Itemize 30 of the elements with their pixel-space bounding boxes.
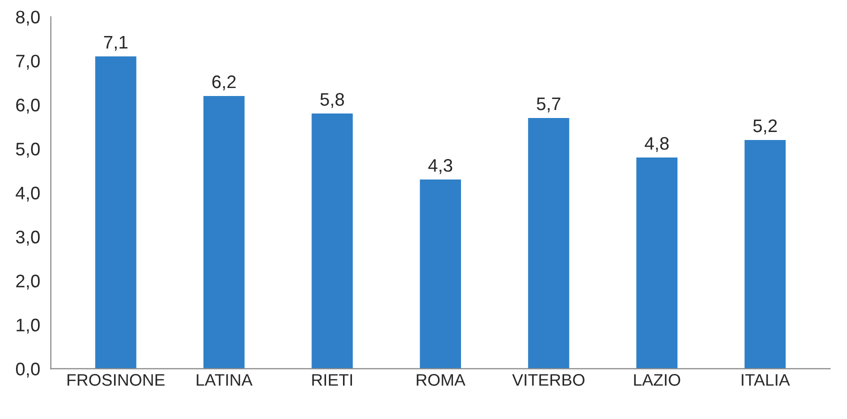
data-label: 4,3 bbox=[428, 159, 452, 174]
data-label: 7,1 bbox=[104, 36, 128, 51]
bar bbox=[203, 96, 245, 369]
data-label: 5,8 bbox=[320, 93, 344, 108]
x-tick-label: ROMA bbox=[416, 374, 466, 386]
x-tick-label: FROSINONE bbox=[68, 374, 165, 386]
x-tick-label: LAZIO bbox=[634, 374, 680, 386]
data-label: 5,2 bbox=[753, 119, 777, 134]
bar bbox=[636, 158, 678, 369]
y-tick-label: 8,0 bbox=[16, 10, 40, 26]
y-tick-label: 5,0 bbox=[16, 142, 40, 158]
bar bbox=[312, 114, 353, 369]
bar bbox=[95, 56, 136, 369]
data-label: 5,7 bbox=[536, 98, 560, 112]
data-label: 4,8 bbox=[644, 137, 669, 152]
x-tick-label: ITALIA bbox=[742, 374, 790, 386]
x-tick-label: RIETI bbox=[312, 374, 352, 386]
data-label: 6,2 bbox=[212, 75, 236, 90]
y-tick-label: 6,0 bbox=[16, 98, 40, 114]
y-tick-label: 1,0 bbox=[16, 318, 40, 334]
y-tick-label: 7,0 bbox=[16, 54, 40, 70]
bar bbox=[528, 118, 570, 369]
y-tick-label: 3,0 bbox=[16, 230, 40, 246]
bar bbox=[420, 180, 462, 369]
y-tick-label: 0,0 bbox=[16, 362, 40, 378]
x-tick-label: LATINA bbox=[196, 374, 253, 386]
y-tick-label: 2,0 bbox=[16, 274, 40, 290]
x-tick-label: VITERBO bbox=[512, 374, 584, 386]
bar bbox=[744, 140, 786, 369]
y-tick-label: 4,0 bbox=[16, 186, 40, 202]
